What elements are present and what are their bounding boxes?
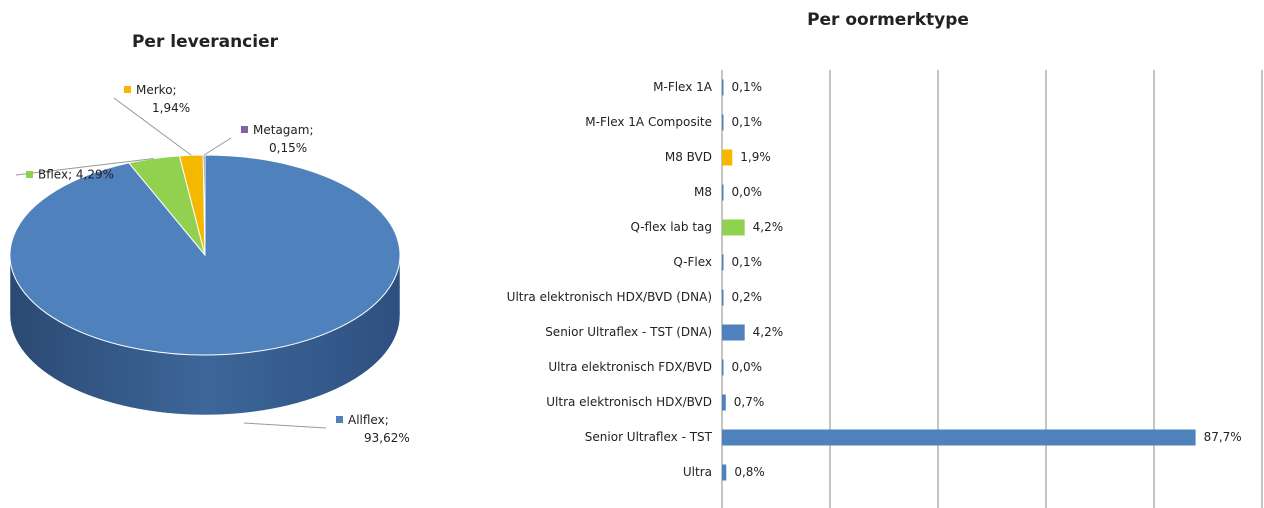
data-label: 0,1%: [732, 255, 763, 269]
category-label: M-Flex 1A Composite: [585, 115, 712, 129]
data-label: Bflex; 4,29%: [38, 168, 114, 182]
data-label: 1,9%: [740, 150, 771, 164]
label-swatch: [241, 126, 248, 133]
label-line: Merko;: [136, 83, 177, 97]
category-label: Q-flex lab tag: [630, 220, 712, 234]
data-label: 0,7%: [734, 395, 765, 409]
data-label: 4,2%: [753, 325, 784, 339]
label-line: Allflex;: [348, 413, 389, 427]
category-label: Q-Flex: [673, 255, 712, 269]
bar: [722, 394, 726, 411]
data-label: 0,1%: [732, 80, 763, 94]
bar: [722, 79, 724, 96]
label-swatch: [124, 86, 131, 93]
data-label: 0,8%: [734, 465, 765, 479]
bar: [722, 324, 745, 341]
bar: [722, 184, 724, 201]
category-label: M-Flex 1A: [653, 80, 713, 94]
data-label: 0,0%: [732, 185, 763, 199]
category-label: M8 BVD: [665, 150, 712, 164]
data-label: Allflex; 93,62%: [348, 413, 410, 445]
leader-line: [243, 422, 327, 429]
data-label: 4,2%: [753, 220, 784, 234]
category-label: Ultra: [683, 465, 712, 479]
category-label: Ultra elektronisch HDX/BVD (DNA): [507, 290, 712, 304]
label-swatch: [26, 171, 33, 178]
data-label: 0,2%: [732, 290, 763, 304]
category-label: Ultra elektronisch HDX/BVD: [546, 395, 712, 409]
data-label: 87,7%: [1204, 430, 1242, 444]
bar: [722, 359, 724, 376]
bar: [722, 219, 745, 236]
pie-title: Per leverancier: [132, 32, 279, 52]
bar: [722, 464, 727, 481]
bar-title: Per oormerktype: [807, 10, 969, 30]
data-label: Merko; 1,94%: [136, 83, 190, 115]
data-label: 0,1%: [732, 115, 763, 129]
leader-line: [113, 97, 192, 156]
data-label: 0,0%: [732, 360, 763, 374]
category-label: M8: [694, 185, 712, 199]
bar: [722, 149, 733, 166]
label-line: 1,94%: [152, 101, 190, 115]
label-swatch: [336, 416, 343, 423]
category-label: Senior Ultraflex - TST (DNA): [545, 325, 712, 339]
category-label: Senior Ultraflex - TST: [585, 430, 713, 444]
category-label: Ultra elektronisch FDX/BVD: [548, 360, 712, 374]
bar: [722, 114, 724, 131]
label-line: 93,62%: [364, 431, 410, 445]
label-line: 0,15%: [269, 141, 307, 155]
bar: [722, 429, 1196, 446]
label-line: Metagam;: [253, 123, 314, 137]
data-label: Metagam; 0,15%: [253, 123, 314, 155]
leader-line: [203, 137, 232, 156]
bar: [722, 254, 724, 271]
leader-line: [15, 158, 154, 176]
bar: [722, 289, 724, 306]
